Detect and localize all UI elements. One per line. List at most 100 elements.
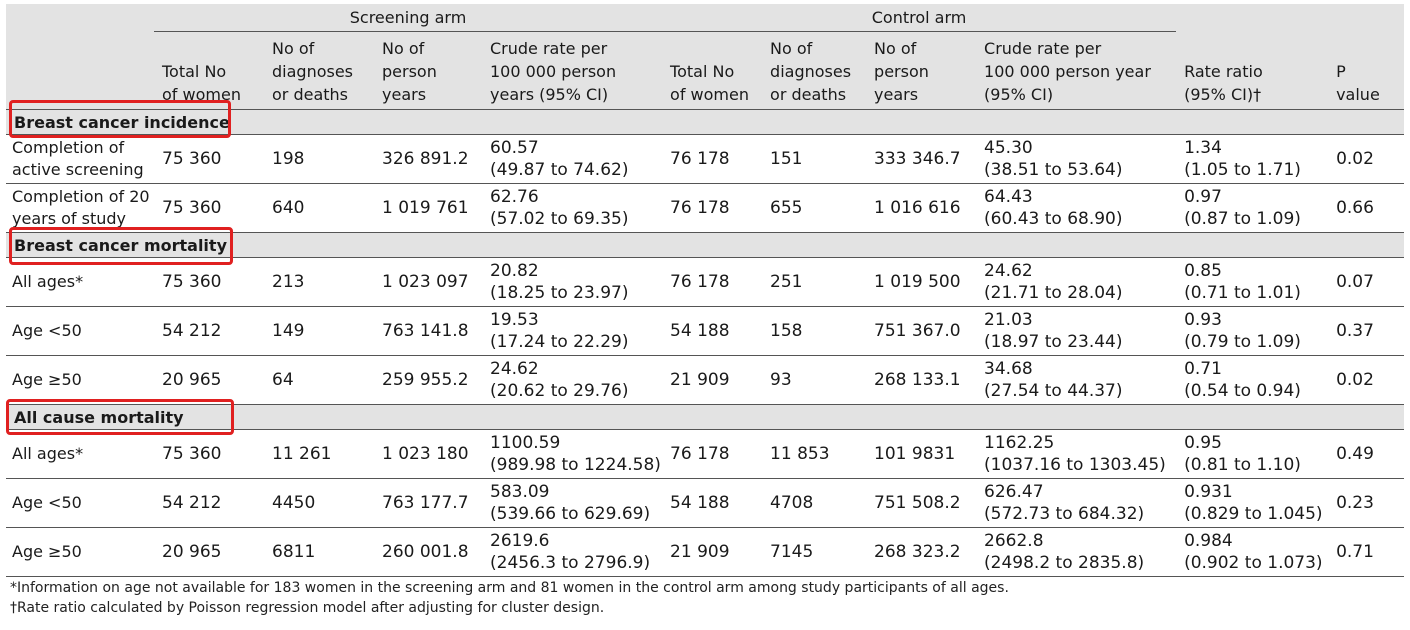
screening-events-cell: 6811 <box>264 527 374 577</box>
column-header: Crude rate per 100 000 person years (95% C… <box>490 39 617 104</box>
confidence-interval: (989.98 to 1224.58) <box>490 455 661 475</box>
screening-events-cell: 640 <box>264 183 374 233</box>
table-row: Age <50 54 212 4450 763 177.7 583.09 (539.66 … <box>6 478 1405 528</box>
p-value-cell: 0.66 <box>1328 183 1405 233</box>
table-row: Age ≥50 20 965 6811 260 001.8 2619.6 (2456.3 … <box>6 527 1405 577</box>
estimate-value: 1100.59 <box>490 433 561 453</box>
highlight-box-incidence <box>9 100 231 138</box>
screening-events-cell: 64 <box>264 355 374 405</box>
screening-rate-cell: 24.62 (20.62 to 29.76) <box>482 355 663 405</box>
control-total-cell: 54 188 <box>662 306 763 356</box>
row-label: Age <50 <box>6 306 154 356</box>
screening-person-years-cell: 326 891.2 <box>374 134 482 184</box>
section-title: All cause mortality <box>6 404 1405 430</box>
column-header: No of person years <box>382 39 437 104</box>
control-rate-cell: 2662.8 (2498.2 to 2835.8) <box>976 527 1177 577</box>
screening-events-cell: 149 <box>264 306 374 356</box>
confidence-interval: (1037.16 to 1303.45) <box>984 455 1166 475</box>
screening-arm-header: Screening arm <box>154 4 663 32</box>
control-person-years-cell: 268 133.1 <box>866 355 977 405</box>
control-person-years-cell: 1 016 616 <box>866 183 977 233</box>
footnote-rate-ratio: †Rate ratio calculated by Poisson regres… <box>10 600 605 616</box>
confidence-interval: (2498.2 to 2835.8) <box>984 553 1145 573</box>
estimate-value: 19.53 <box>490 310 539 330</box>
row-label: Age ≥50 <box>6 355 154 405</box>
estimate-value: 1162.25 <box>984 433 1055 453</box>
control-person-years-cell: 101 9831 <box>866 429 977 479</box>
confidence-interval: (60.43 to 68.90) <box>984 209 1123 229</box>
row-label: Completion of 20 years of study <box>6 183 154 233</box>
rate-ratio-cell: 0.984 (0.902 to 1.073) <box>1176 527 1329 577</box>
estimate-value: 1.34 <box>1184 138 1222 158</box>
row-label: All ages* <box>6 429 154 479</box>
screening-rate-cell: 583.09 (539.66 to 629.69) <box>482 478 663 528</box>
estimate-value: 60.57 <box>490 138 539 158</box>
confidence-interval: (572.73 to 684.32) <box>984 504 1145 524</box>
arm-header-row: Screening arm Control arm <box>6 4 1405 32</box>
screening-total-cell: 75 360 <box>154 429 264 479</box>
estimate-value: 34.68 <box>984 359 1033 379</box>
rate-ratio-cell: 0.71 (0.54 to 0.94) <box>1176 355 1329 405</box>
screening-rate-cell: 62.76 (57.02 to 69.35) <box>482 183 663 233</box>
control-rate-cell: 21.03 (18.97 to 23.44) <box>976 306 1177 356</box>
table-row: Completion of 20 years of study 75 360 640… <box>6 183 1405 233</box>
screening-total-cell: 20 965 <box>154 527 264 577</box>
confidence-interval: (21.71 to 28.04) <box>984 283 1123 303</box>
row-label: Age ≥50 <box>6 527 154 577</box>
control-person-years-cell: 268 323.2 <box>866 527 977 577</box>
control-rate-cell: 64.43 (60.43 to 68.90) <box>976 183 1177 233</box>
p-value-cell: 0.02 <box>1328 355 1405 405</box>
control-rate-cell: 1162.25 (1037.16 to 1303.45) <box>976 429 1177 479</box>
control-rate-cell: 626.47 (572.73 to 684.32) <box>976 478 1177 528</box>
column-header: No of diagnoses or deaths <box>770 39 852 104</box>
screening-rate-cell: 2619.6 (2456.3 to 2796.9) <box>482 527 663 577</box>
table-row: All ages* 75 360 213 1 023 097 20.82 (18.25 t… <box>6 257 1405 307</box>
column-header: Crude rate per 100 000 person year (95% CI… <box>984 39 1151 104</box>
control-person-years-cell: 751 367.0 <box>866 306 977 356</box>
control-events-cell: 7145 <box>762 527 867 577</box>
estimate-value: 0.931 <box>1184 482 1233 502</box>
highlight-box-breast-mortality <box>9 227 233 265</box>
table-row: All ages* 75 360 11 261 1 023 180 1100.59 (98… <box>6 429 1405 479</box>
estimate-value: 583.09 <box>490 482 550 502</box>
p-value-cell: 0.71 <box>1328 527 1405 577</box>
control-total-cell: 54 188 <box>662 478 763 528</box>
row-label: All ages* <box>6 257 154 307</box>
screening-events-cell: 213 <box>264 257 374 307</box>
estimate-value: 24.62 <box>984 261 1033 281</box>
screening-total-cell: 75 360 <box>154 134 264 184</box>
column-header <box>6 32 154 110</box>
confidence-interval: (1.05 to 1.71) <box>1184 160 1301 180</box>
rate-ratio-cell: 0.931 (0.829 to 1.045) <box>1176 478 1329 528</box>
estimate-value: 20.82 <box>490 261 539 281</box>
control-total-cell: 76 178 <box>662 429 763 479</box>
confidence-interval: (57.02 to 69.35) <box>490 209 629 229</box>
control-person-years-cell: 333 346.7 <box>866 134 977 184</box>
screening-person-years-cell: 259 955.2 <box>374 355 482 405</box>
estimate-value: 0.93 <box>1184 310 1222 330</box>
column-header-row: Total No of women No of diagnoses or deaths… <box>6 32 1405 110</box>
screening-events-cell: 4450 <box>264 478 374 528</box>
confidence-interval: (18.97 to 23.44) <box>984 332 1123 352</box>
confidence-interval: (0.902 to 1.073) <box>1184 553 1323 573</box>
section-title: Breast cancer incidence <box>6 109 1405 135</box>
screening-person-years-cell: 1 023 180 <box>374 429 482 479</box>
control-arm-header: Control arm <box>662 4 1177 32</box>
p-value-cell: 0.49 <box>1328 429 1405 479</box>
confidence-interval: (0.81 to 1.10) <box>1184 455 1301 475</box>
control-rate-cell: 34.68 (27.54 to 44.37) <box>976 355 1177 405</box>
control-total-cell: 76 178 <box>662 183 763 233</box>
control-events-cell: 158 <box>762 306 867 356</box>
confidence-interval: (0.71 to 1.01) <box>1184 283 1301 303</box>
control-events-cell: 93 <box>762 355 867 405</box>
control-total-cell: 76 178 <box>662 257 763 307</box>
confidence-interval: (49.87 to 74.62) <box>490 160 629 180</box>
section-title: Breast cancer mortality <box>6 232 1405 258</box>
screening-total-cell: 20 965 <box>154 355 264 405</box>
screening-total-cell: 54 212 <box>154 306 264 356</box>
estimate-value: 0.984 <box>1184 531 1233 551</box>
screening-events-cell: 11 261 <box>264 429 374 479</box>
control-events-cell: 151 <box>762 134 867 184</box>
control-person-years-cell: 1 019 500 <box>866 257 977 307</box>
